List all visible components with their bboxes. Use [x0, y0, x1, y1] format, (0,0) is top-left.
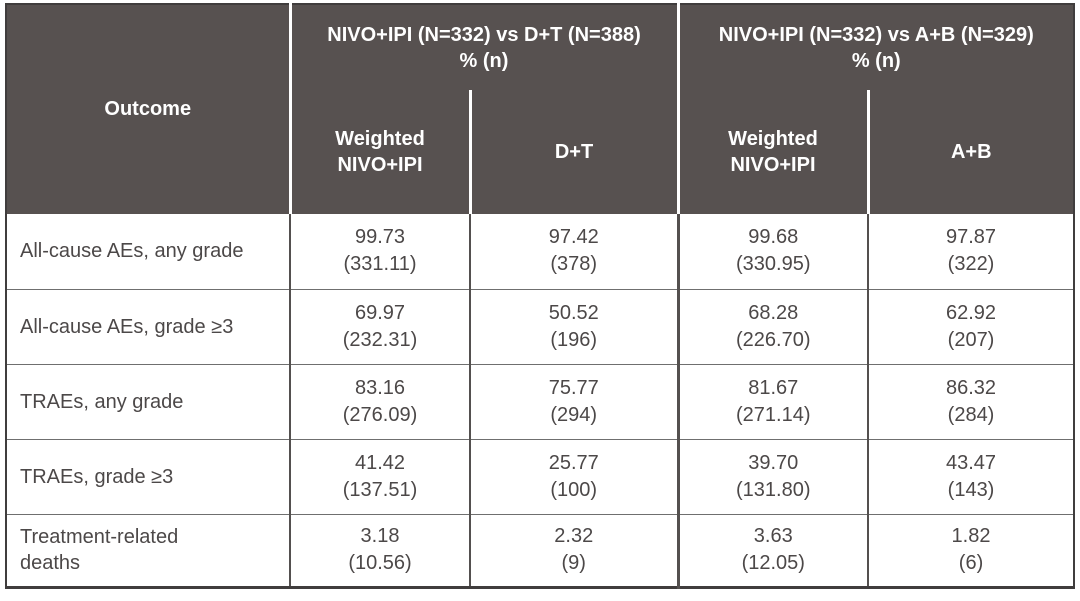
- n-value: (330.95): [736, 253, 811, 276]
- outcome-cell: TRAEs, grade ≥3: [6, 438, 290, 514]
- n-value: (196): [550, 328, 598, 351]
- value-cell: 83.16 (276.09): [289, 363, 470, 439]
- value-cell: 43.47 (143): [866, 438, 1075, 514]
- value-cell: 41.42 (137.51): [289, 438, 470, 514]
- n-value: (143): [947, 478, 995, 501]
- subcolumn-weighted-nivo-ipi-1: Weighted NIVO+IPI: [288, 90, 470, 214]
- outcome-cell: All-cause AEs, grade ≥3: [6, 288, 290, 364]
- group-title: NIVO+IPI (N=332) vs D+T (N=388): [327, 23, 641, 46]
- n-value: (131.80): [736, 478, 811, 501]
- n-value: (10.56): [348, 552, 412, 574]
- group-unit: % (n): [459, 49, 509, 72]
- value-cell: 3.63 (12.05): [676, 513, 868, 587]
- pct-value: 3.18: [360, 525, 400, 547]
- table-row: TRAEs, any grade 83.16 (276.09) 75.77 (2…: [6, 363, 1075, 439]
- pct-value: 75.77: [548, 376, 599, 399]
- table-body: All-cause AEs, any grade 99.73 (331.11) …: [6, 214, 1075, 587]
- n-value: (12.05): [741, 552, 805, 574]
- pct-value: 99.68: [748, 226, 799, 249]
- value-cell: 25.77 (100): [469, 438, 678, 514]
- table-row: Treatment-related deaths 3.18 (10.56) 2.…: [6, 513, 1075, 587]
- pct-value: 99.73: [354, 226, 406, 249]
- value-cell: 50.52 (196): [469, 288, 678, 364]
- n-value: (294): [550, 403, 598, 426]
- table-row: All-cause AEs, grade ≥3 69.97 (232.31) 5…: [6, 288, 1075, 364]
- subcolumn-dt: D+T: [468, 90, 678, 214]
- value-cell: 62.92 (207): [866, 288, 1075, 364]
- n-value: (137.51): [342, 478, 418, 501]
- subcolumn-weighted-nivo-ipi-2: Weighted NIVO+IPI: [676, 90, 868, 214]
- outcome-cell: TRAEs, any grade: [6, 363, 290, 439]
- value-cell: 68.28 (226.70): [676, 288, 868, 364]
- value-cell: 2.32 (9): [469, 513, 678, 587]
- value-cell: 39.70 (131.80): [676, 438, 868, 514]
- pct-value: 97.87: [945, 226, 997, 249]
- pct-value: 3.63: [753, 525, 793, 547]
- outcome-cell: All-cause AEs, any grade: [6, 214, 290, 289]
- outcome-cell: Treatment-related deaths: [6, 513, 290, 587]
- subcolumn-header-row: Weighted NIVO+IPI D+T Weighted NIVO+IPI …: [6, 90, 1075, 214]
- pct-value: 25.77: [548, 451, 599, 474]
- value-cell: 99.73 (331.11): [289, 214, 470, 289]
- table-row: All-cause AEs, any grade 99.73 (331.11) …: [6, 214, 1075, 289]
- n-value: (284): [947, 403, 995, 426]
- n-value: (9): [561, 552, 586, 574]
- value-cell: 97.42 (378): [469, 214, 678, 289]
- value-cell: 1.82 (6): [866, 513, 1075, 587]
- group-header-nivo-vs-dt: NIVO+IPI (N=332) vs D+T (N=388) % (n): [288, 4, 678, 90]
- subcolumn-ab: A+B: [866, 90, 1075, 214]
- pct-value: 83.16: [354, 376, 406, 399]
- outcome-column-header: Outcome: [6, 4, 290, 214]
- value-cell: 86.32 (284): [866, 363, 1075, 439]
- n-value: (378): [550, 253, 598, 276]
- n-value: (207): [947, 328, 995, 351]
- n-value: (322): [947, 253, 995, 276]
- group-header-row: Outcome NIVO+IPI (N=332) vs D+T (N=388) …: [6, 4, 1075, 214]
- pct-value: 41.42: [354, 451, 406, 474]
- table-header: Outcome NIVO+IPI (N=332) vs D+T (N=388) …: [6, 4, 1075, 214]
- pct-value: 68.28: [748, 301, 799, 324]
- value-cell: 75.77 (294): [469, 363, 678, 439]
- value-cell: 97.87 (322): [866, 214, 1075, 289]
- pct-value: 86.32: [945, 376, 997, 399]
- pct-value: 39.70: [748, 451, 799, 474]
- value-cell: 69.97 (232.31): [289, 288, 470, 364]
- pct-value: 97.42: [548, 226, 599, 249]
- pct-value: 81.67: [748, 376, 799, 399]
- n-value: (271.14): [736, 403, 811, 426]
- n-value: (276.09): [342, 403, 418, 426]
- pct-value: 50.52: [548, 301, 599, 324]
- value-cell: 81.67 (271.14): [676, 363, 868, 439]
- group-header-nivo-vs-ab: NIVO+IPI (N=332) vs A+B (N=329) % (n): [676, 4, 1075, 90]
- table-row: TRAEs, grade ≥3 41.42 (137.51) 25.77 (10…: [6, 438, 1075, 514]
- outcomes-table: Outcome NIVO+IPI (N=332) vs D+T (N=388) …: [5, 3, 1076, 589]
- n-value: (6): [958, 552, 984, 574]
- n-value: (100): [550, 478, 598, 501]
- pct-value: 69.97: [354, 301, 406, 324]
- n-value: (331.11): [343, 253, 417, 276]
- pct-value: 43.47: [945, 451, 997, 474]
- pct-value: 1.82: [951, 525, 991, 547]
- value-cell: 3.18 (10.56): [289, 513, 470, 587]
- group-unit: % (n): [851, 49, 901, 72]
- pct-value: 62.92: [945, 301, 997, 324]
- n-value: (232.31): [342, 328, 418, 351]
- group-title: NIVO+IPI (N=332) vs A+B (N=329): [718, 23, 1034, 46]
- value-cell: 99.68 (330.95): [676, 214, 868, 289]
- pct-value: 2.32: [554, 525, 594, 547]
- n-value: (226.70): [736, 328, 811, 351]
